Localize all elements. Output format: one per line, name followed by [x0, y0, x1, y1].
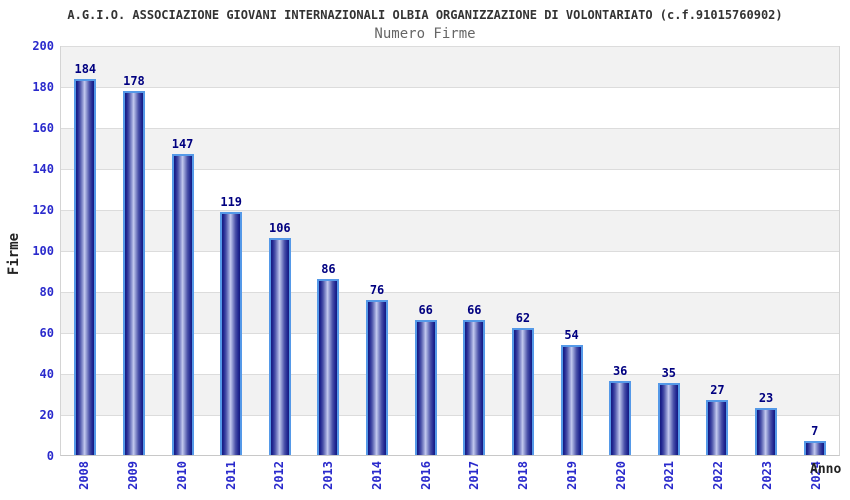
bar-value-label: 106 — [268, 221, 291, 236]
bar — [414, 320, 437, 455]
y-axis-tick-label: 140 — [32, 162, 54, 176]
bar-value-label: 35 — [661, 366, 677, 381]
chart-subtitle: Numero Firme — [374, 26, 476, 42]
bar — [706, 399, 729, 455]
bar — [803, 440, 826, 455]
plot-area: 184 178 147 119 106 86 76 66 66 62 54 36 35 27 23 7 — [60, 46, 840, 456]
bar — [268, 238, 291, 455]
bar-column: 35 — [645, 46, 694, 455]
x-axis-tick-label: 2021 — [662, 461, 677, 490]
bar-column: 119 — [207, 46, 256, 455]
x-axis-tick: 2014 — [353, 461, 402, 499]
x-axis-tick: 2011 — [206, 461, 255, 499]
bar — [755, 407, 778, 455]
bar — [463, 320, 486, 455]
bar-column: 66 — [450, 46, 499, 455]
x-axis-tick-label: 2013 — [321, 461, 336, 490]
y-axis-tick-label: 120 — [32, 203, 54, 217]
bar-column: 27 — [693, 46, 742, 455]
chart-title: A.G.I.O. ASSOCIAZIONE GIOVANI INTERNAZIO… — [67, 8, 783, 22]
x-axis-tick: 2020 — [596, 461, 645, 499]
bar — [657, 383, 680, 455]
x-axis-tick: 2010 — [158, 461, 207, 499]
bar-column: 86 — [304, 46, 353, 455]
bar-column: 23 — [742, 46, 791, 455]
bar-value-label: 66 — [418, 303, 433, 318]
y-axis-tick-label: 40 — [39, 367, 54, 381]
x-axis-tick-label: 2012 — [272, 461, 287, 490]
y-axis-tick-label: 180 — [32, 80, 54, 94]
y-axis-tick-label: 0 — [46, 449, 54, 463]
y-axis-tick-label: 80 — [39, 285, 54, 299]
bar-column: 106 — [256, 46, 305, 455]
bar — [74, 78, 97, 455]
bar-value-label: 7 — [811, 423, 819, 438]
x-axis-tick-label: 2022 — [711, 461, 726, 490]
bar — [511, 328, 534, 455]
x-axis-tick: 2022 — [694, 461, 743, 499]
bar-column: 147 — [158, 46, 207, 455]
x-axis-tick-label: 2010 — [174, 461, 189, 490]
x-axis-tick: 2009 — [109, 461, 158, 499]
bar-column: 54 — [547, 46, 596, 455]
x-axis-tick: 2017 — [450, 461, 499, 499]
bar-column: 62 — [499, 46, 548, 455]
x-axis-tick: 2012 — [255, 461, 304, 499]
bar-value-label: 86 — [321, 262, 336, 277]
bar — [560, 344, 583, 455]
y-axis-tick-label: 100 — [32, 244, 54, 258]
bar-value-label: 76 — [369, 282, 385, 297]
bar-value-label: 36 — [612, 364, 628, 379]
x-axis-tick-label: 2016 — [418, 461, 433, 490]
bar-column: 66 — [401, 46, 450, 455]
bar-value-label: 178 — [123, 74, 145, 88]
x-axis-tick-label: 2009 — [126, 461, 141, 490]
y-axis-tick-label: 200 — [32, 39, 54, 53]
bar-column: 184 — [61, 46, 110, 455]
bar-value-label: 54 — [564, 327, 579, 342]
x-axis-tick-label: 2014 — [369, 461, 384, 490]
bar — [317, 279, 340, 455]
bar-value-label: 27 — [710, 382, 725, 397]
x-axis-tick-label: 2017 — [467, 461, 482, 490]
x-axis-tick: 2023 — [743, 461, 792, 499]
bar — [366, 299, 389, 455]
bar-column: 36 — [596, 46, 645, 455]
bar-value-label: 66 — [467, 303, 482, 318]
x-axis-tick: 2013 — [304, 461, 353, 499]
x-axis-tick-label: 2023 — [759, 461, 774, 490]
x-axis-tick-label: 2019 — [564, 461, 579, 490]
bar-value-label: 147 — [171, 137, 194, 152]
x-axis-tick-labels: 2008 2009 2010 2011 2012 2013 2014 2016 2017 2018… — [60, 461, 840, 499]
y-axis-tick-label: 20 — [39, 408, 54, 422]
x-axis-tick: 2016 — [401, 461, 450, 499]
y-axis-tick-label: 60 — [39, 326, 54, 340]
bar-value-label: 184 — [74, 61, 97, 76]
x-axis-tick: 2019 — [548, 461, 597, 499]
bar-column: 7 — [790, 46, 839, 455]
x-axis-title: Anno — [810, 462, 842, 477]
bar-column: 178 — [110, 46, 159, 455]
x-axis-tick: 2008 — [60, 461, 109, 499]
y-axis-tick-label: 160 — [32, 121, 54, 135]
x-axis-tick-label: 2011 — [223, 461, 238, 490]
x-axis-tick-label: 2020 — [613, 461, 628, 490]
bar — [220, 211, 243, 455]
x-axis-tick: 2021 — [645, 461, 694, 499]
bar-value-label: 62 — [515, 311, 531, 326]
x-axis-tick: 2018 — [499, 461, 548, 499]
bar-value-label: 23 — [758, 390, 774, 405]
bar-column: 76 — [353, 46, 402, 455]
bar — [609, 381, 632, 455]
bars-container: 184 178 147 119 106 86 76 66 66 62 54 36 35 27 23 7 — [61, 46, 839, 455]
bar — [171, 154, 194, 455]
bar — [122, 91, 145, 455]
x-axis-tick-label: 2018 — [516, 461, 531, 490]
x-axis-tick-label: 2008 — [77, 461, 92, 490]
bar-value-label: 119 — [220, 194, 243, 209]
